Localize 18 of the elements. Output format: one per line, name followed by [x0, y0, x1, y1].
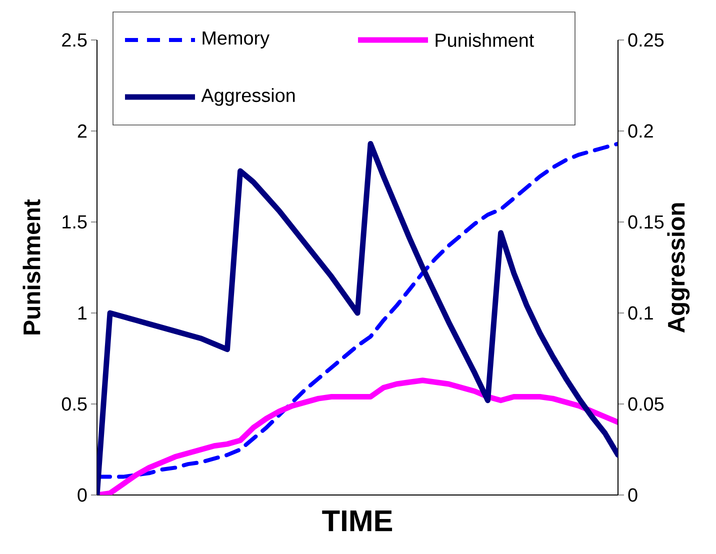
legend-label: Aggression [201, 88, 295, 106]
y-tick-label: 1.5 [62, 215, 87, 229]
y2-axis-title: Aggression [667, 203, 690, 333]
y-tick-label: 0.5 [62, 397, 87, 411]
y2-tick-label: 0.1 [628, 306, 653, 320]
y-tick-label: 0 [78, 488, 87, 502]
y2-tick-label: 0 [628, 488, 638, 502]
y2-tick-label: 0.2 [628, 124, 653, 138]
y-tick-label: 1 [78, 306, 87, 320]
y-tick-label: 2 [78, 124, 87, 138]
legend-label: Punishment [436, 33, 534, 47]
x-axis-title: TIME [322, 510, 392, 532]
y2-tick-label: 0.05 [628, 397, 664, 411]
y-tick-label: 2.5 [62, 33, 87, 47]
legend-label: Memory [202, 32, 270, 48]
y2-tick-label: 0.25 [628, 33, 664, 47]
y2-tick-label: 0.15 [628, 215, 664, 229]
y-axis-title: Punishment [22, 199, 40, 334]
